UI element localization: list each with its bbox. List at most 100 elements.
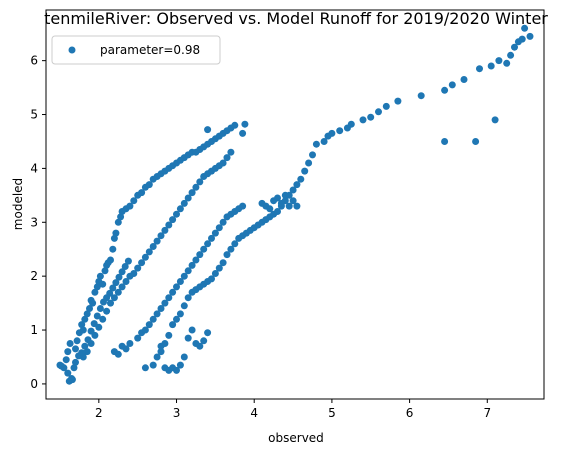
data-point: [305, 159, 313, 167]
data-point: [173, 210, 180, 218]
data-point: [157, 348, 165, 356]
data-point: [107, 256, 114, 264]
data-point: [239, 129, 247, 137]
data-point: [293, 202, 301, 210]
data-point: [130, 270, 138, 277]
data-point: [66, 340, 74, 347]
data-point: [448, 81, 456, 89]
data-point: [176, 310, 184, 318]
data-point: [176, 361, 184, 369]
data-point: [103, 307, 111, 315]
data-point: [491, 116, 499, 124]
legend: parameter=0.98: [51, 35, 221, 65]
data-point: [153, 353, 161, 361]
data-point: [521, 24, 529, 32]
data-point: [518, 35, 526, 43]
data-point: [394, 97, 402, 105]
data-point: [289, 197, 297, 205]
data-point: [227, 245, 235, 253]
y-tick-label: 5: [30, 108, 38, 122]
data-point: [204, 329, 212, 337]
data-point: [161, 340, 169, 347]
legend-marker: [68, 46, 76, 54]
x-axis-ticks: 2 3 4 5 6 7: [95, 399, 491, 420]
data-point: [192, 340, 200, 347]
data-point: [86, 305, 93, 312]
data-point: [219, 259, 227, 267]
data-point: [196, 251, 204, 259]
data-point: [192, 256, 200, 264]
data-point: [215, 224, 223, 232]
data-point: [241, 120, 249, 128]
data-point: [115, 273, 123, 281]
data-point: [309, 151, 316, 159]
data-point: [173, 283, 180, 291]
x-axis-label: observed: [268, 431, 324, 445]
data-point: [192, 183, 200, 191]
data-point: [109, 245, 117, 253]
data-point: [101, 267, 109, 275]
data-point: [239, 202, 247, 210]
data-point: [70, 364, 78, 372]
data-point: [472, 138, 480, 145]
data-point: [141, 326, 149, 334]
data-point: [121, 263, 129, 270]
data-point: [200, 245, 208, 253]
y-tick-label: 1: [30, 323, 38, 337]
data-point: [176, 278, 184, 285]
data-point: [130, 197, 138, 205]
y-tick-label: 4: [30, 161, 38, 175]
data-point: [188, 189, 196, 197]
data-point: [110, 234, 118, 242]
data-point: [64, 348, 72, 356]
data-point: [138, 189, 146, 197]
data-point: [184, 194, 192, 202]
data-point: [89, 299, 97, 307]
data-point: [72, 358, 79, 366]
chart-title: tenmileRiver: Observed vs. Model Runoff …: [44, 9, 548, 28]
data-point: [58, 362, 65, 370]
data-point: [138, 259, 146, 267]
data-point: [114, 288, 122, 296]
data-point: [204, 240, 212, 248]
data-point: [169, 288, 177, 296]
data-point: [375, 108, 382, 116]
data-point: [196, 178, 204, 186]
legend-label: parameter=0.98: [100, 43, 200, 57]
data-point: [99, 280, 107, 288]
data-point: [219, 159, 227, 167]
data-point: [289, 186, 297, 194]
y-axis-ticks: 0 1 2 3 4 5 6: [30, 54, 46, 391]
data-point: [165, 331, 173, 339]
data-point: [223, 251, 231, 259]
data-point: [188, 326, 196, 334]
data-point: [83, 348, 91, 356]
x-tick-label: 5: [328, 406, 336, 420]
data-point: [227, 148, 235, 156]
data-point: [112, 279, 120, 287]
data-point: [476, 65, 483, 73]
data-point: [134, 264, 142, 272]
data-point: [106, 289, 114, 297]
data-point: [153, 237, 161, 245]
data-point: [145, 321, 153, 329]
data-point: [157, 232, 165, 240]
data-point: [83, 310, 91, 318]
data-point: [176, 205, 184, 213]
data-point: [145, 181, 153, 189]
data-point: [180, 272, 188, 280]
plot-frame: [45, 9, 545, 400]
data-point: [126, 340, 134, 347]
data-point: [122, 278, 130, 285]
data-point: [231, 240, 239, 248]
data-point: [312, 140, 320, 148]
data-point: [208, 234, 215, 242]
data-point: [81, 342, 89, 350]
y-tick-label: 0: [30, 377, 38, 391]
data-point: [78, 321, 86, 329]
legend-box: [51, 35, 221, 65]
data-point: [173, 315, 180, 323]
data-point: [417, 92, 425, 100]
data-point: [208, 275, 215, 283]
data-point: [231, 121, 239, 129]
